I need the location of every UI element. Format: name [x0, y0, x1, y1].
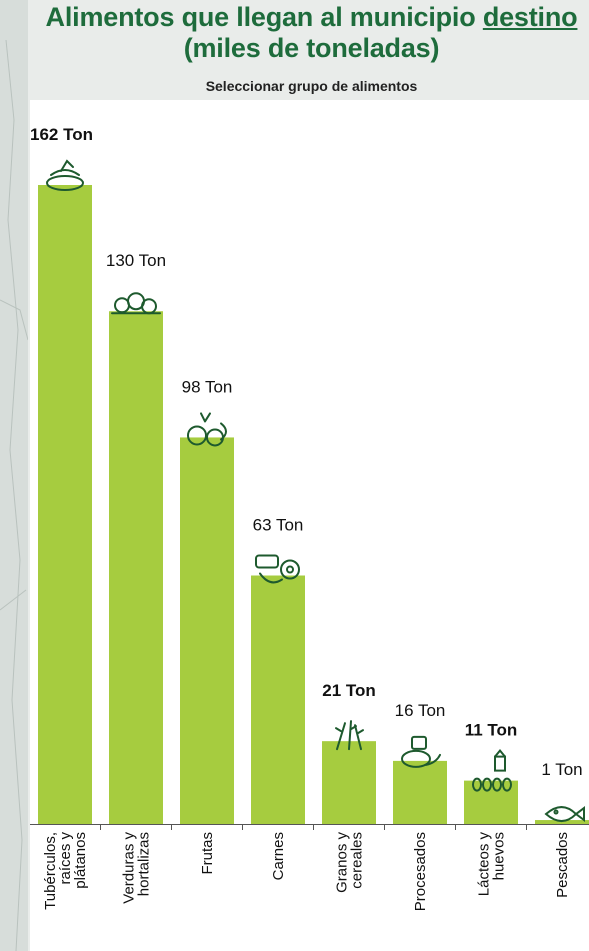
value-label: 16 Ton	[395, 701, 446, 720]
bar[interactable]	[251, 576, 305, 825]
food-group-selector[interactable]: Seleccionar grupo de alimentos	[34, 78, 589, 94]
category-label: Carnes	[270, 832, 287, 880]
title-text: Alimentos que llegan al municipio	[46, 2, 476, 32]
fish-icon	[546, 807, 584, 821]
category-label-line: cereales	[349, 832, 366, 889]
title-subtitle: (miles de toneladas)	[34, 33, 589, 64]
category-label-line: Procesados	[412, 832, 429, 911]
category-label-line: huevos	[491, 832, 508, 880]
chart-title: Alimentos que llegan al municipio destin…	[34, 2, 589, 64]
value-label: 11 Ton	[465, 721, 518, 740]
bar[interactable]	[38, 185, 92, 824]
value-label: 98 Ton	[182, 377, 233, 396]
chart-panel: 162 Ton Tubérculos,raíces yplátanos 130 T…	[30, 100, 589, 951]
category-label: Pescados	[554, 832, 571, 898]
bar[interactable]	[322, 741, 376, 824]
category-label: Tubérculos,raíces yplátanos	[42, 832, 89, 910]
category-label: Frutas	[199, 832, 216, 875]
value-label: 130 Ton	[106, 251, 166, 270]
category-label: Lácteos yhuevos	[476, 832, 508, 897]
destino-link[interactable]: destino	[483, 2, 578, 32]
value-label: 21 Ton	[322, 681, 376, 700]
value-label: 1 Ton	[541, 760, 582, 779]
bar[interactable]	[180, 437, 234, 824]
category-label-line: plátanos	[72, 832, 89, 889]
category-label-line: hortalizas	[136, 832, 153, 896]
value-label: 162 Ton	[30, 125, 93, 144]
map-lines	[0, 0, 28, 951]
category-label: Procesados	[412, 832, 429, 911]
value-label: 63 Ton	[253, 516, 304, 535]
map-background	[0, 0, 28, 951]
category-label: Granos ycereales	[334, 832, 366, 893]
bar-chart: 162 Ton Tubérculos,raíces yplátanos 130 T…	[30, 100, 589, 951]
category-label-line: Carnes	[270, 832, 287, 880]
category-label: Verduras yhortalizas	[121, 832, 153, 904]
vegetables-icon	[112, 293, 160, 313]
bar[interactable]	[393, 761, 447, 824]
bar[interactable]	[109, 311, 163, 824]
category-label-line: Frutas	[199, 832, 216, 875]
category-label-line: Pescados	[554, 832, 571, 898]
